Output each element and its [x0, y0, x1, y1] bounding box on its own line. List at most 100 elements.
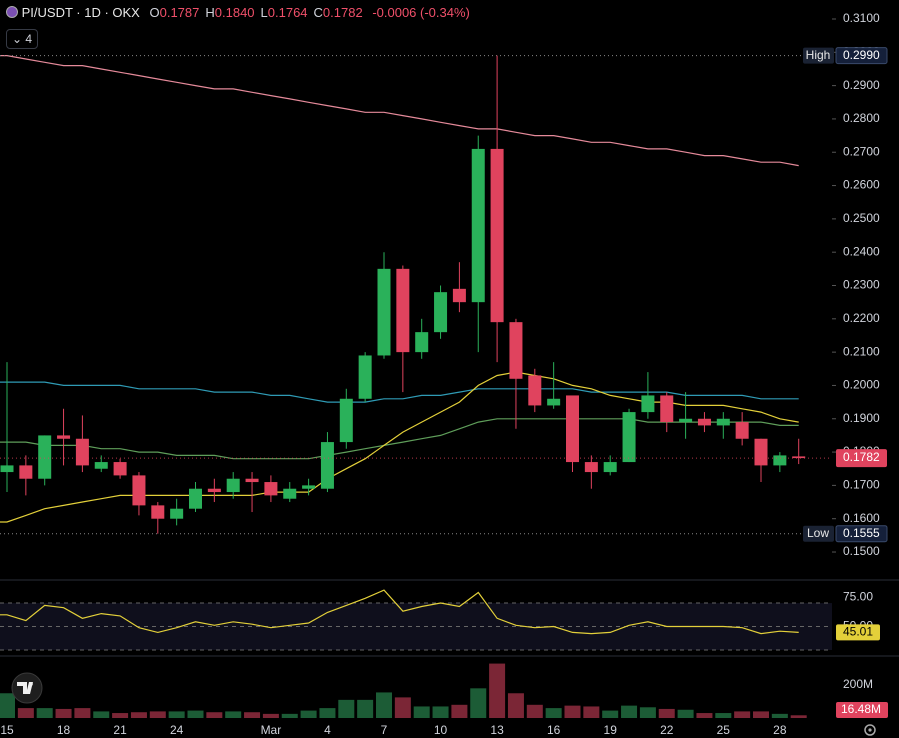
moving-average [0, 418, 799, 460]
candle-body [490, 148, 504, 323]
volume-bar [206, 712, 223, 718]
candle-body [396, 268, 410, 353]
volume-bar [734, 711, 751, 718]
rsi-tag [836, 624, 880, 641]
volume-bar [564, 705, 581, 718]
y-tick-label: 0.1500 [843, 544, 880, 558]
y-tick-label: 0.2400 [843, 244, 880, 258]
volume-bar [130, 712, 147, 718]
low-tag-value: 0.1555 [843, 526, 880, 540]
volume-bar [338, 699, 355, 718]
y-tick-label: 0.2700 [843, 144, 880, 158]
volume-bar [74, 708, 91, 718]
y-tick-label: 0.2600 [843, 178, 880, 192]
last-price-label: 0.1782 [843, 450, 880, 464]
x-tick-label: 19 [604, 723, 618, 737]
y-tick-label: 0.2800 [843, 111, 880, 125]
x-tick-label: 28 [773, 723, 787, 737]
volume-bar [187, 710, 204, 718]
high-tag-label-bg [803, 47, 834, 64]
candle-body [528, 375, 542, 406]
y-tick-label: 0.2500 [843, 211, 880, 225]
low-tag-label-bg [803, 525, 834, 542]
volume-bar [677, 709, 694, 718]
y-tick-label: 0.2200 [843, 311, 880, 325]
candle-body [358, 355, 372, 399]
symbol-icon [6, 6, 18, 18]
volume-bar [696, 713, 713, 718]
ohlc-value: 0.1764 [267, 5, 308, 20]
x-tick-label: 15 [0, 723, 14, 737]
volume-bar [225, 711, 242, 718]
volume-bar [489, 663, 506, 718]
volume-bar [413, 706, 430, 718]
volume-bar [602, 710, 619, 718]
candle-body [471, 148, 485, 303]
y-tick-label: 0.2900 [843, 78, 880, 92]
candle-body [415, 332, 429, 353]
high-tag-label: High [806, 48, 831, 62]
header: PI/USDT · 1D · OKX O0.1787 H0.1840 L0.1764… [6, 5, 470, 20]
volume-bar [0, 693, 15, 718]
volume-bar [451, 704, 468, 718]
volume-bar [168, 711, 185, 718]
ohlc-value: 0.1840 [214, 5, 255, 20]
candle-body [264, 482, 278, 496]
ohlc-key: C [313, 5, 323, 20]
candle-body [641, 395, 655, 413]
volume-bar [621, 705, 638, 718]
candle-body [132, 475, 146, 506]
candle-body [170, 508, 184, 519]
candle-body [57, 435, 71, 439]
volume-bar [36, 708, 53, 718]
last-price-tag [836, 449, 887, 468]
x-tick-label: 7 [381, 723, 388, 737]
x-tick-label: 21 [113, 723, 127, 737]
x-tick-label: 4 [324, 723, 331, 737]
candle-body [339, 398, 353, 443]
ohlc-value: 0.1787 [159, 5, 200, 20]
volume-bar [753, 711, 769, 718]
x-tick-label: 25 [717, 723, 731, 737]
candle-body [566, 395, 579, 463]
ohlc-key: O [149, 5, 160, 20]
candle-body [0, 465, 14, 473]
ohlc-key: H [205, 5, 215, 20]
volume-bar [93, 711, 110, 718]
candle-body [226, 478, 240, 493]
volume-bar [545, 708, 562, 718]
volume-bar [715, 713, 732, 718]
y-tick-label: 0.2000 [843, 378, 880, 392]
volume-bar [526, 704, 543, 718]
indicator-count: 4 [25, 32, 33, 46]
x-tick-label: Mar [261, 723, 282, 737]
ohlc-key: L [260, 5, 268, 20]
volume-bar [583, 706, 600, 718]
candle-body [547, 398, 561, 406]
volume-bar [790, 715, 807, 718]
rsi-line [0, 589, 799, 635]
x-tick-label: 16 [547, 723, 561, 737]
low-tag-bg [835, 525, 888, 543]
settings-icon[interactable] [864, 724, 876, 736]
candle-body [773, 455, 787, 466]
y-tick-label: 0.1700 [843, 478, 880, 492]
volume-bar [470, 688, 487, 718]
candle-body [207, 488, 221, 493]
candle-body [245, 478, 259, 483]
candle-body [189, 488, 202, 509]
candle-body [584, 462, 598, 473]
high-tag-bg [835, 47, 888, 65]
high-tag-value: 0.2990 [843, 48, 880, 62]
candle-body [19, 465, 33, 479]
indicator-toggle[interactable]: ⌄ 4 [6, 29, 38, 49]
volume-bar [658, 708, 675, 718]
candle-body [735, 422, 749, 439]
candle-body [716, 418, 730, 426]
rsi-tag-label: 45.01 [843, 625, 873, 639]
volume-bar [376, 692, 392, 718]
low-tag-label: Low [807, 526, 829, 540]
volume-bar [300, 710, 317, 718]
